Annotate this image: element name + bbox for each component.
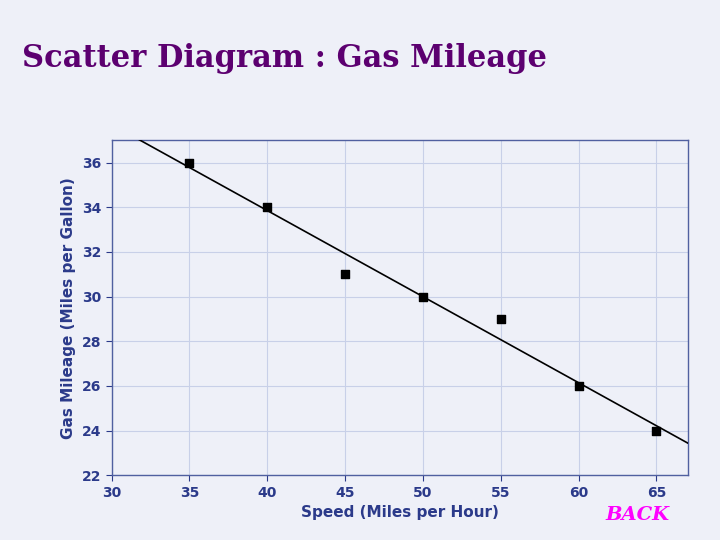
Point: [339, 270, 351, 279]
Point: [495, 315, 507, 323]
Point: [184, 158, 195, 167]
Y-axis label: Gas Mileage (Miles per Gallon): Gas Mileage (Miles per Gallon): [61, 177, 76, 438]
X-axis label: Speed (Miles per Hour): Speed (Miles per Hour): [301, 505, 498, 520]
Point: [573, 382, 585, 390]
Text: Scatter Diagram : Gas Mileage: Scatter Diagram : Gas Mileage: [22, 43, 546, 74]
Point: [417, 292, 428, 301]
Point: [651, 426, 662, 435]
Point: [261, 203, 273, 212]
Text: BACK: BACK: [606, 506, 670, 524]
